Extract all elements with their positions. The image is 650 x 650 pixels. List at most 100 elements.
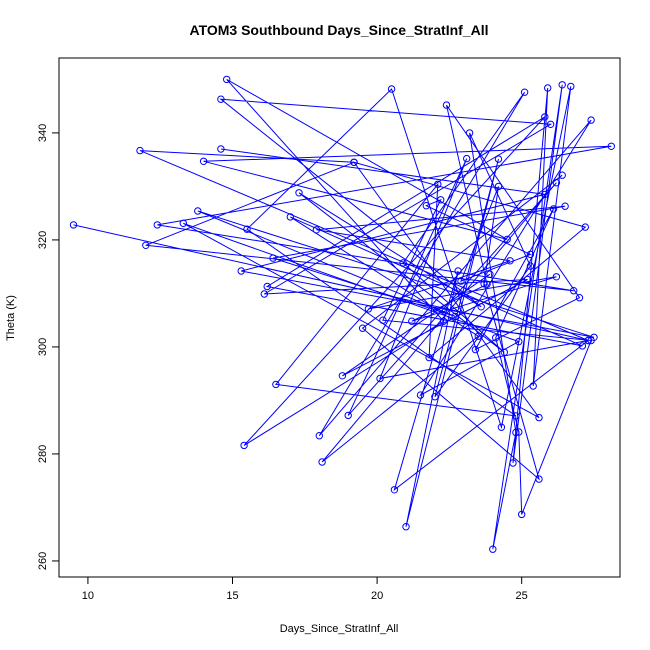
data-point xyxy=(578,342,587,350)
data-point xyxy=(69,221,78,229)
data-point xyxy=(237,267,245,275)
x-axis-label: Days_Since_StratInf_All xyxy=(280,623,399,635)
data-point xyxy=(243,225,251,233)
data-point xyxy=(338,372,347,380)
data-point xyxy=(575,294,584,302)
data-point xyxy=(295,189,303,197)
series-layer xyxy=(69,75,615,553)
data-point xyxy=(471,345,480,354)
y-axis-label: Theta (K) xyxy=(5,295,17,341)
data-point xyxy=(451,312,459,321)
data-point xyxy=(402,523,410,531)
data-point xyxy=(463,154,471,163)
data-point xyxy=(136,146,144,155)
data-point xyxy=(607,142,615,151)
data-point xyxy=(535,413,543,422)
data-point xyxy=(376,374,384,383)
data-point xyxy=(142,241,150,250)
data-point xyxy=(515,428,523,436)
data-point xyxy=(549,205,558,213)
data-point xyxy=(494,182,503,191)
data-point xyxy=(350,158,358,167)
y-tick-label: 320 xyxy=(37,231,49,249)
data-point xyxy=(442,101,451,109)
y-tick-label: 280 xyxy=(37,445,49,463)
data-point xyxy=(416,391,425,399)
chart-title: ATOM3 Southbound Days_Since_StratInf_All xyxy=(190,22,489,38)
data-point xyxy=(558,171,566,179)
data-point xyxy=(344,411,352,420)
data-point xyxy=(535,475,543,483)
data-point xyxy=(358,324,367,332)
data-point xyxy=(503,235,511,244)
data-point xyxy=(552,273,561,281)
data-point xyxy=(494,155,503,163)
data-point xyxy=(422,202,430,210)
data-point xyxy=(390,486,399,494)
data-point xyxy=(217,95,225,103)
data-point xyxy=(217,145,225,153)
x-tick-label: 25 xyxy=(516,590,528,602)
plot-frame xyxy=(58,57,621,578)
data-point xyxy=(439,317,448,325)
data-point xyxy=(477,303,485,311)
data-point xyxy=(497,423,506,431)
x-tick-label: 20 xyxy=(371,590,383,602)
data-point xyxy=(520,88,529,96)
data-point xyxy=(515,337,523,346)
data-point xyxy=(434,180,442,189)
data-point xyxy=(312,226,321,234)
data-point xyxy=(263,282,271,291)
series-line-1 xyxy=(73,78,612,550)
data-point xyxy=(318,458,326,466)
data-point xyxy=(561,202,569,210)
data-point xyxy=(506,257,514,265)
data-point xyxy=(431,393,439,401)
data-point xyxy=(546,120,555,129)
data-point xyxy=(425,353,433,362)
data-point xyxy=(387,85,396,93)
y-tick-label: 260 xyxy=(37,552,49,570)
data-point xyxy=(526,250,535,259)
x-tick-label: 10 xyxy=(82,590,94,602)
data-point xyxy=(483,280,491,288)
data-point xyxy=(587,336,595,345)
data-point xyxy=(153,221,162,229)
data-point xyxy=(408,317,416,325)
data-point xyxy=(544,84,552,92)
data-point xyxy=(529,382,537,390)
data-point xyxy=(272,380,280,389)
data-point xyxy=(526,262,535,270)
data-point xyxy=(194,207,202,215)
data-point xyxy=(260,290,268,298)
y-tick-label: 300 xyxy=(37,338,49,356)
data-point xyxy=(480,280,488,288)
data-point xyxy=(474,332,482,340)
data-point xyxy=(523,275,532,284)
data-point xyxy=(541,113,549,121)
data-point xyxy=(364,305,373,313)
data-point xyxy=(286,213,294,221)
data-point xyxy=(486,270,494,278)
data-point xyxy=(492,334,500,342)
data-point xyxy=(223,75,231,84)
data-point xyxy=(489,545,497,553)
data-point xyxy=(437,196,445,204)
y-tick-label: 340 xyxy=(37,124,49,142)
data-point xyxy=(399,259,407,267)
data-point xyxy=(567,82,575,91)
data-point xyxy=(587,116,595,124)
data-point xyxy=(465,129,474,137)
data-point xyxy=(558,81,566,89)
series-line-2 xyxy=(197,104,595,515)
x-tick-label: 15 xyxy=(226,590,238,602)
data-point xyxy=(518,510,526,519)
data-point xyxy=(269,254,277,262)
data-point xyxy=(240,441,248,450)
data-point xyxy=(581,223,589,231)
data-point xyxy=(379,316,387,324)
data-point xyxy=(509,459,517,467)
data-point xyxy=(454,267,462,275)
data-point xyxy=(570,287,578,295)
data-point xyxy=(199,157,208,166)
